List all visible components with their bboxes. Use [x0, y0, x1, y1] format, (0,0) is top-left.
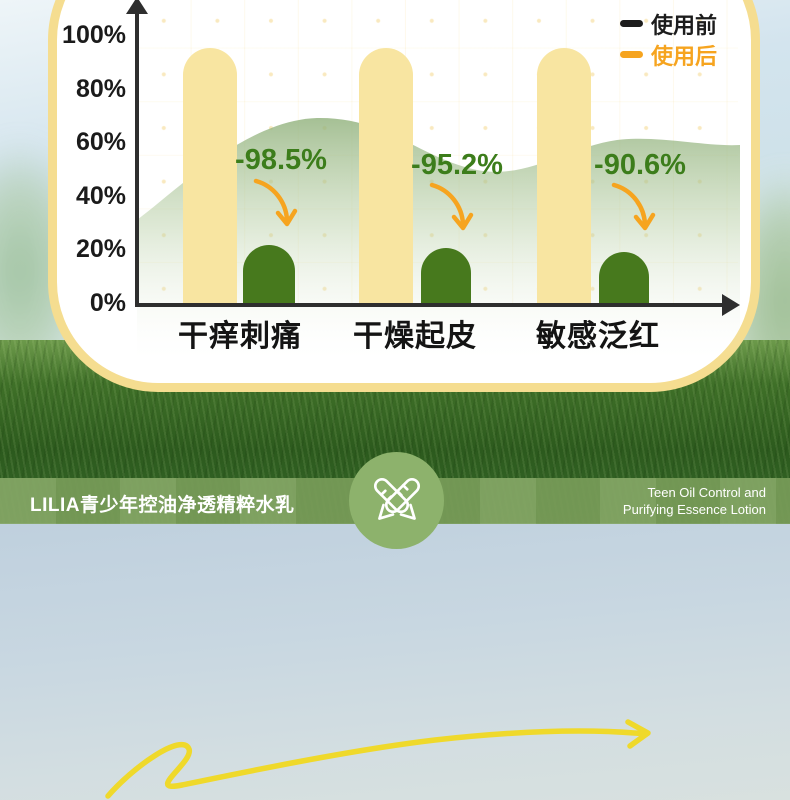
down-arrow-icon-2	[429, 182, 474, 231]
yellow-swoosh-arrow-icon	[105, 719, 651, 799]
category-label-2: 干燥起皮	[353, 320, 477, 353]
change-label-1: -98.5%	[235, 144, 327, 176]
product-name-en-line2: Purifying Essence Lotion	[622, 502, 766, 517]
down-arrow-icon-1	[253, 178, 298, 227]
y-tick-20: 20%	[75, 235, 126, 263]
change-label-2: -95.2%	[411, 149, 503, 181]
x-axis-arrowhead-icon	[722, 294, 740, 316]
legend-dash-before-icon	[620, 20, 643, 27]
y-tick-0: 0%	[89, 289, 126, 317]
feature-section	[0, 523, 790, 800]
y-tick-60: 60%	[75, 128, 126, 156]
product-name-en: Teen Oil Control and Purifying Essence L…	[623, 484, 766, 518]
bar-after-3	[599, 252, 649, 303]
down-arrow-icon-3	[611, 182, 656, 231]
legend-label-before: 使用前	[651, 12, 718, 38]
legend-row-before: 使用前	[620, 8, 717, 39]
bar-chart: 100% 80% 60% 40% 20% 0% -98.5% -95.2% -9…	[0, 0, 790, 360]
y-axis-arrowhead-icon	[126, 0, 148, 14]
category-label-3: 敏感泛红	[536, 320, 660, 353]
bar-before-1	[183, 48, 237, 303]
legend-row-after: 使用后	[620, 39, 717, 70]
change-label-3: -90.6%	[594, 149, 686, 181]
banner-center-badge	[349, 452, 444, 549]
category-label-1: 干痒刺痛	[178, 320, 302, 353]
crossed-pencils-icon	[373, 477, 420, 520]
legend-label-after: 使用后	[651, 43, 718, 69]
bar-after-2	[421, 248, 471, 303]
y-axis-line	[135, 4, 139, 305]
y-tick-80: 80%	[75, 75, 126, 103]
bars-layer	[0, 0, 790, 303]
x-axis-line	[135, 303, 725, 307]
product-name-cn: LILIA青少年控油净透精粹水乳	[30, 495, 295, 516]
y-tick-100: 100%	[62, 21, 126, 49]
bar-before-3	[537, 48, 591, 303]
chart-legend: 使用前 使用后	[620, 8, 717, 70]
bar-after-1	[243, 245, 295, 303]
y-tick-40: 40%	[75, 182, 126, 210]
product-name-en-line1: Teen Oil Control and	[647, 485, 766, 500]
legend-dash-after-icon	[620, 51, 643, 58]
bar-before-2	[359, 48, 413, 303]
